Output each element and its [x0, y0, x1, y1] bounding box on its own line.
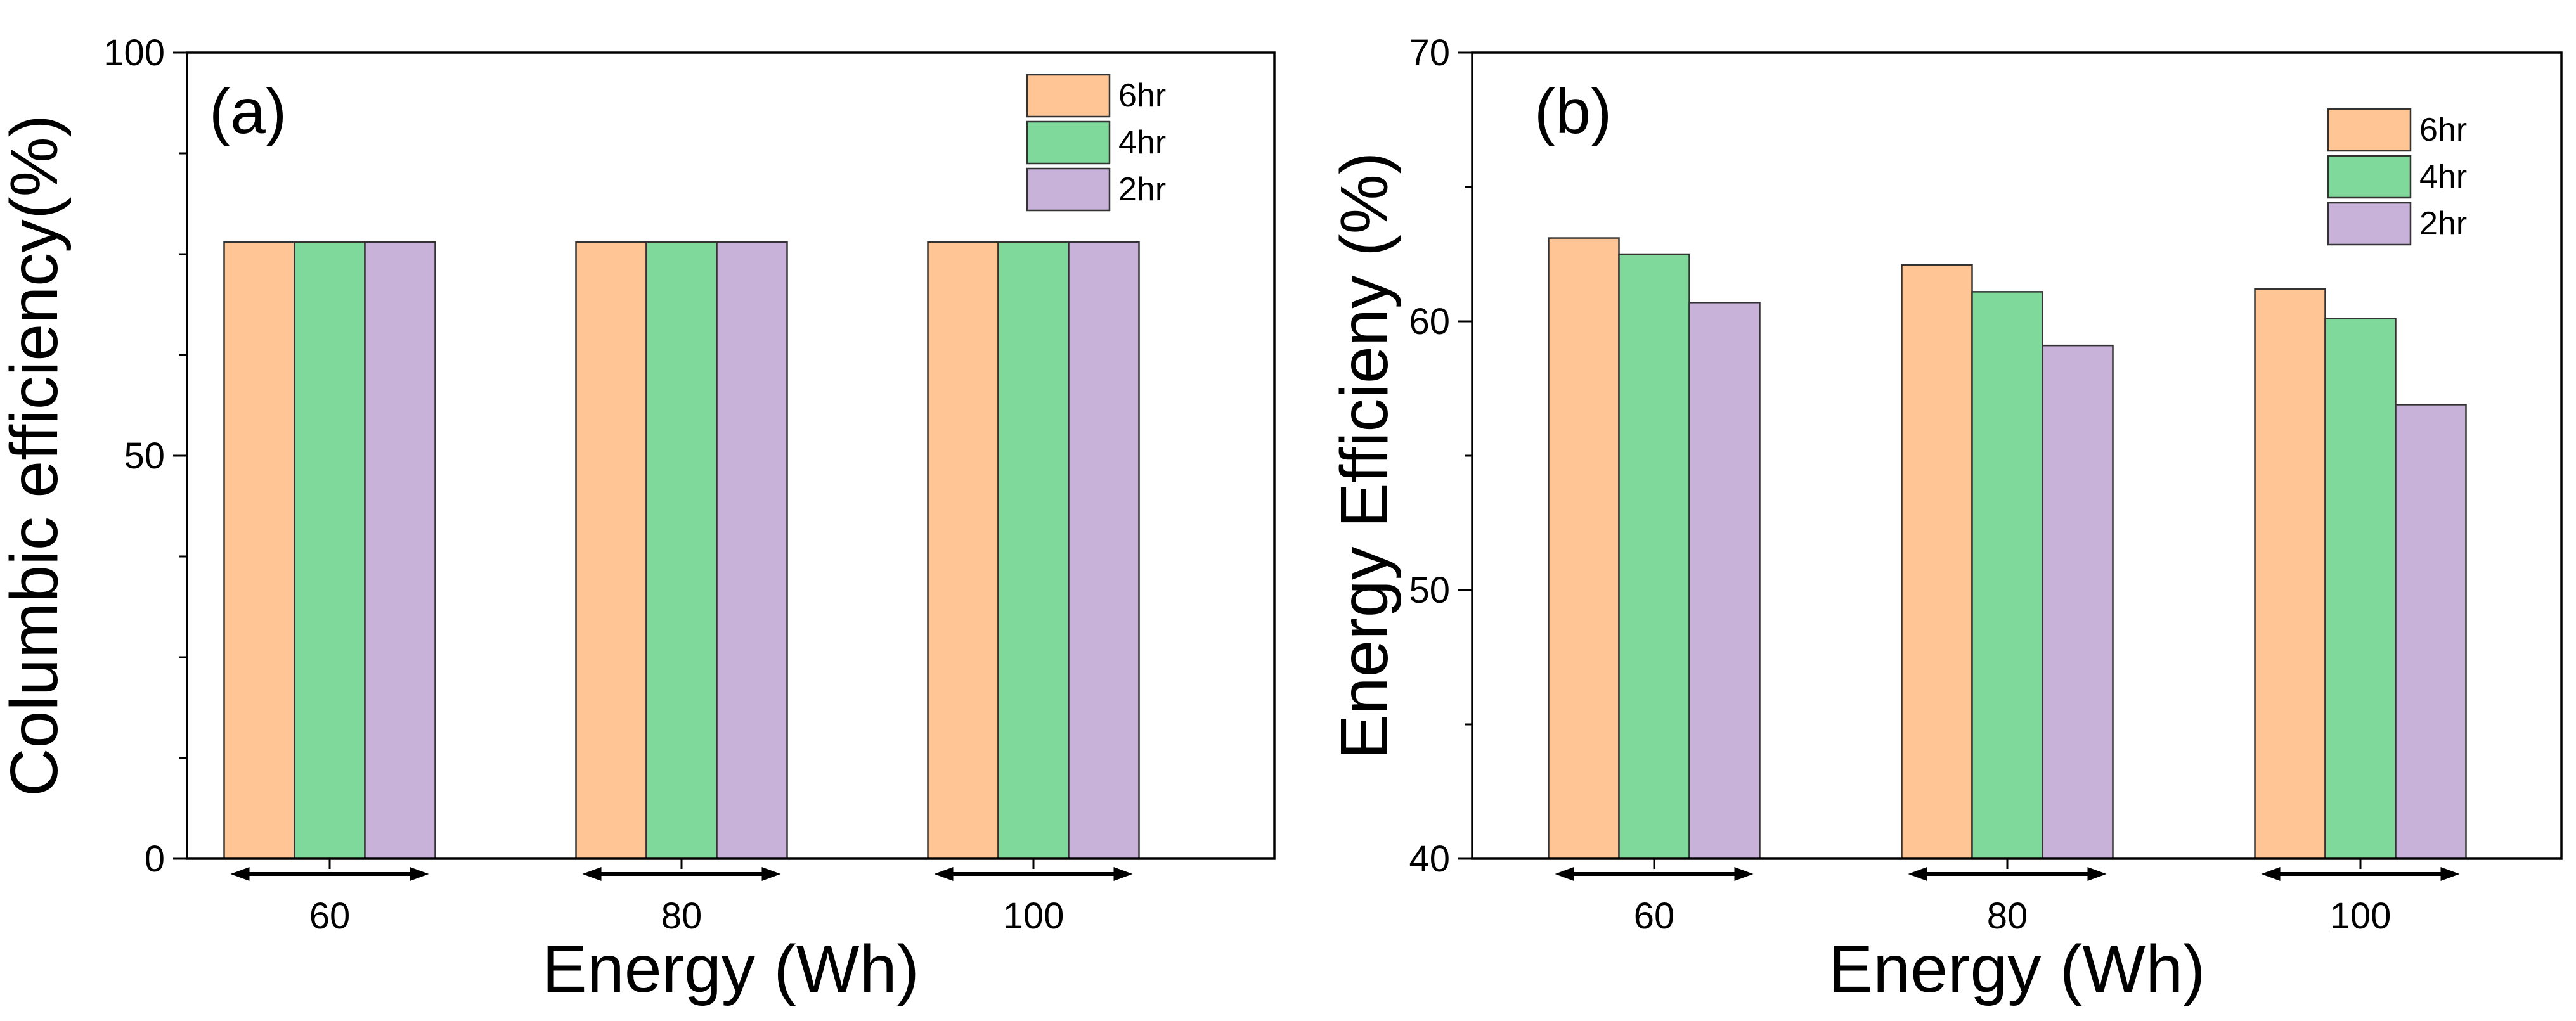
y-tick-label-60: 60	[1409, 301, 1450, 342]
y-tick-label-50: 50	[124, 435, 165, 477]
bar-2hr-100	[2395, 404, 2467, 860]
bar-6hr-100	[2254, 288, 2326, 860]
legend-swatch-4hr	[2327, 155, 2412, 199]
y-axis-label: Energy Efficieny (%)	[1327, 152, 1402, 759]
x-tick-label-100: 100	[1003, 896, 1065, 937]
x-tick-label-60: 60	[1634, 896, 1675, 937]
arrow-head-left-80	[1908, 867, 1927, 881]
bar-4hr-80	[1971, 291, 2043, 860]
bar-4hr-60	[1618, 253, 1690, 860]
y-tick-label-40: 40	[1409, 838, 1450, 880]
x-tick-label-80: 80	[1987, 896, 2028, 937]
legend-label-2hr: 2hr	[1118, 171, 1166, 208]
legend-swatch-6hr	[2327, 108, 2412, 152]
bar-2hr-100	[1068, 241, 1140, 860]
y-tick-label-100: 100	[103, 32, 165, 74]
chart-panel-a: 60 80 100 0 50 100 Energy (Wh) Columbic efficie…	[0, 32, 1276, 1006]
x-tick-label-100: 100	[2330, 896, 2392, 937]
y-axis-label: Columbic efficiency(%)	[0, 115, 72, 797]
y-tick-label-0: 0	[145, 838, 165, 880]
bar-2hr-80	[2042, 344, 2114, 860]
y-tick-label-50: 50	[1409, 570, 1450, 611]
bar-4hr-100	[997, 241, 1070, 860]
arrow-head-right-100	[1113, 867, 1133, 881]
bar-4hr-80	[645, 241, 718, 860]
bar-6hr-80	[575, 241, 647, 860]
arrow-head-left-60	[1555, 867, 1574, 881]
arrow-head-right-100	[2440, 867, 2460, 881]
chart-panel-b: 60 80 100 40 50 60 70 Energy (Wh) Energy Efficie…	[1327, 32, 2563, 1006]
arrow-head-left-60	[230, 867, 250, 881]
arrow-head-right-80	[761, 867, 781, 881]
y-tick-label-70: 70	[1409, 32, 1450, 74]
bar-6hr-60	[1548, 237, 1620, 860]
bar-2hr-60	[364, 241, 436, 860]
legend-swatch-2hr	[1026, 167, 1111, 212]
arrow-head-left-100	[934, 867, 954, 881]
arrow-head-left-100	[2261, 867, 2281, 881]
legend-label-4hr: 4hr	[2419, 158, 2467, 195]
x-tick-label-80: 80	[661, 896, 702, 937]
legend-swatch-6hr	[1026, 74, 1111, 118]
arrow-head-right-80	[2087, 867, 2107, 881]
panel-label: (a)	[209, 76, 287, 147]
legend-swatch-2hr	[2327, 202, 2412, 246]
legend-label-6hr: 6hr	[2419, 112, 2467, 148]
bar-6hr-60	[223, 241, 295, 860]
x-axis-label: Energy (Wh)	[1828, 932, 2206, 1006]
panel-label: (b)	[1534, 76, 1612, 147]
bar-6hr-100	[927, 241, 999, 860]
arrow-head-left-80	[582, 867, 602, 881]
bar-2hr-80	[716, 241, 788, 860]
bar-6hr-80	[1901, 264, 1973, 860]
bar-4hr-100	[2324, 318, 2397, 860]
arrow-head-right-60	[410, 867, 429, 881]
legend-label-4hr: 4hr	[1118, 124, 1166, 161]
legend-label-6hr: 6hr	[1118, 77, 1166, 114]
bar-4hr-60	[294, 241, 366, 860]
legend-label-2hr: 2hr	[2419, 205, 2467, 242]
x-axis-label: Energy (Wh)	[542, 932, 919, 1006]
legend-swatch-4hr	[1026, 120, 1111, 165]
arrow-head-right-60	[1734, 867, 1754, 881]
x-tick-label-60: 60	[309, 896, 351, 937]
bar-2hr-60	[1688, 302, 1761, 860]
